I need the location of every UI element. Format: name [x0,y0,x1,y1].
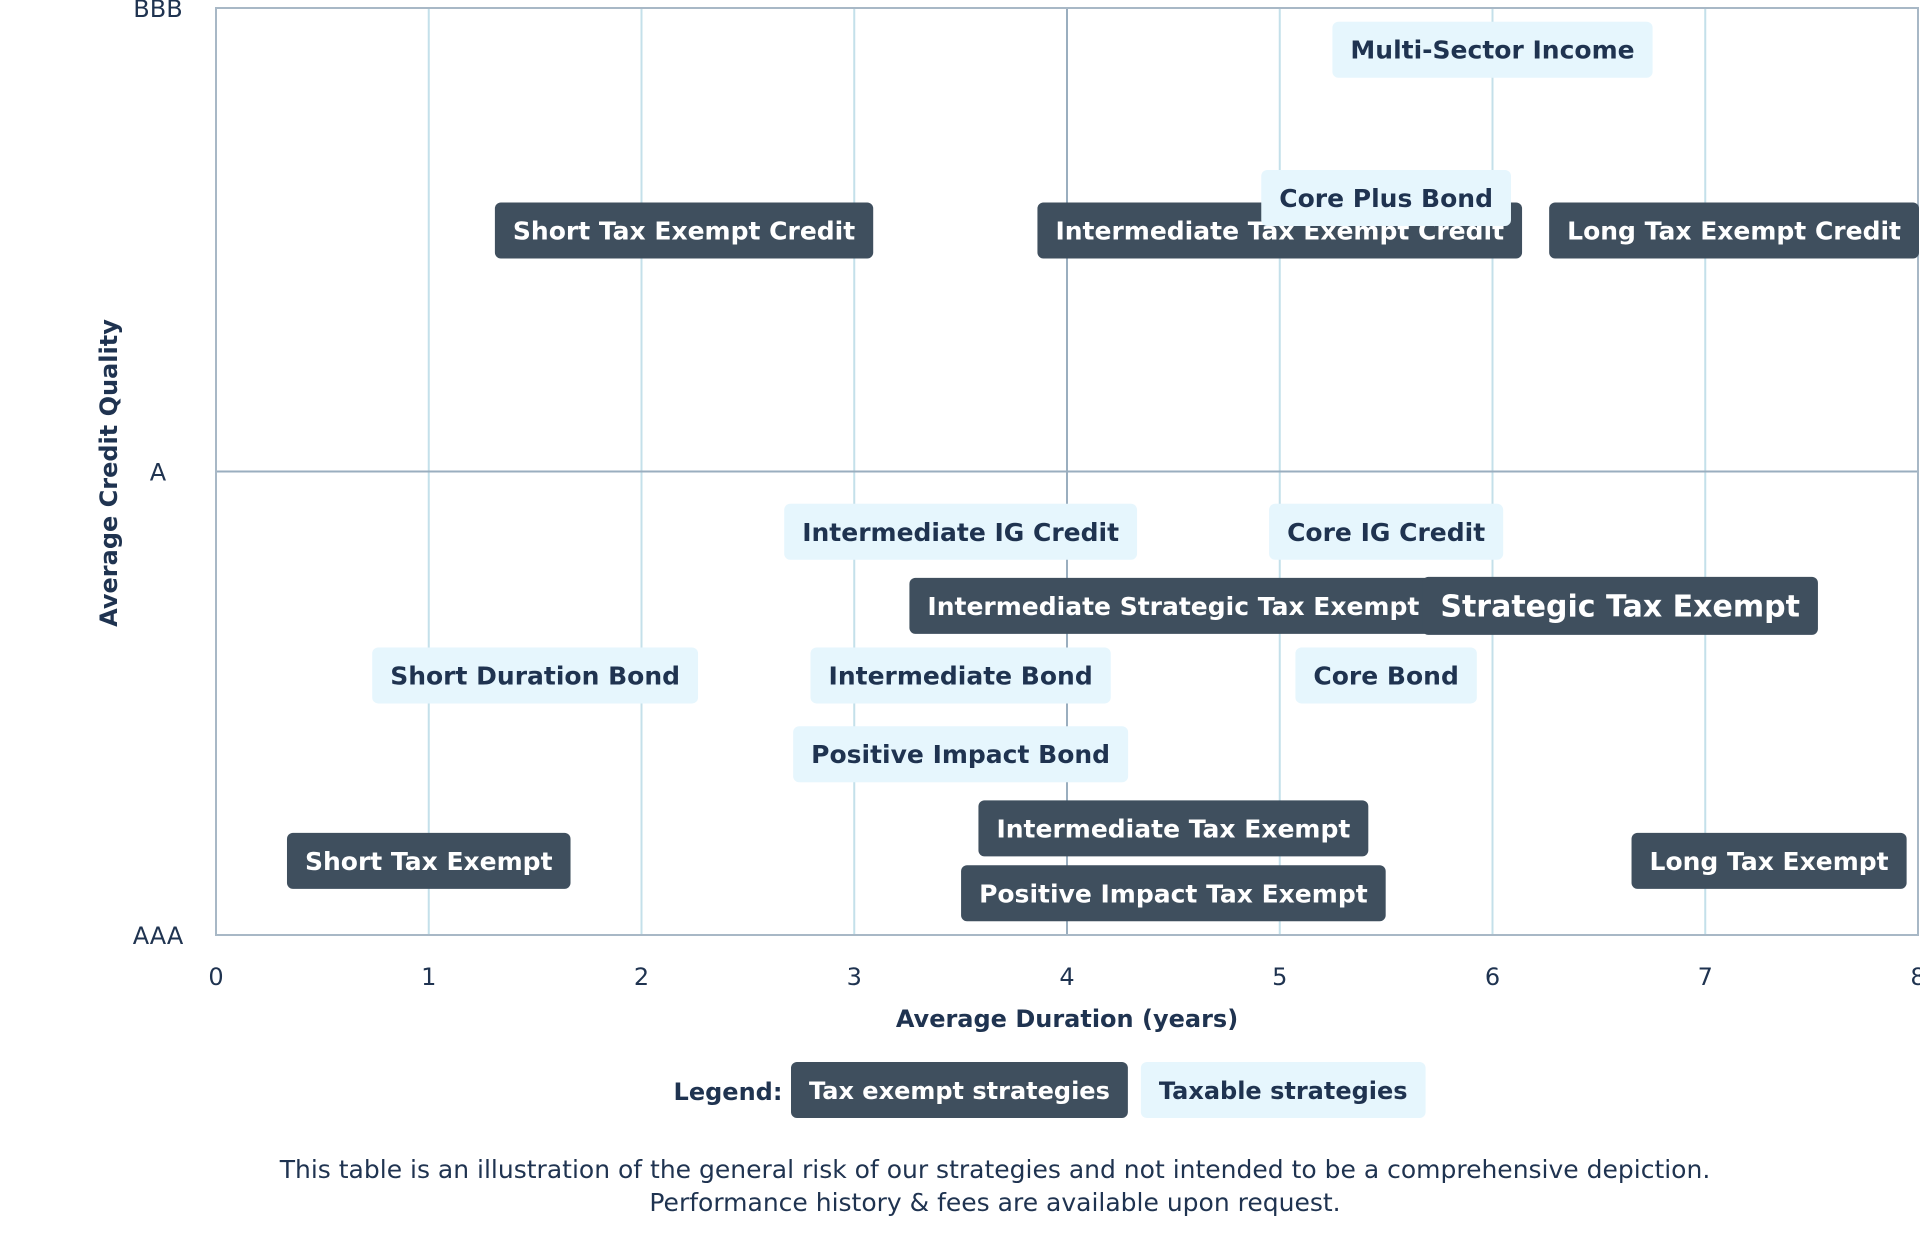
strategy-labels: Short Tax Exempt Credit Intermediate Tax … [286,21,1919,922]
strategy-name: Positive Impact Bond [811,740,1110,769]
strategy-box [286,832,571,889]
x-tick-label: 6 [1485,963,1500,991]
strategy-name: Long Tax Exempt [1650,847,1889,876]
x-tick-label: 0 [208,963,223,991]
legend-label: Tax exempt strategies [809,1077,1110,1105]
strategy-name: Strategic Tax Exempt [1440,590,1800,625]
strategy-label: Short Tax Exempt [286,832,571,889]
strategy-box [1261,170,1511,227]
x-tick-label: 2 [634,963,649,991]
strategy-name: Core IG Credit [1287,518,1485,547]
strategy-label: Core IG Credit [1269,503,1504,560]
strategy-box [372,647,699,704]
strategy-box [978,800,1369,857]
x-tick-label: 3 [847,963,862,991]
strategy-label: Short Tax Exempt Credit [494,202,874,259]
strategy-name: Positive Impact Tax Exempt [979,879,1368,908]
strategy-label: Long Tax Exempt Credit [1549,202,1919,259]
strategy-label: Long Tax Exempt [1631,832,1907,889]
strategy-name: Short Tax Exempt [305,847,553,876]
strategy-name: Short Duration Bond [390,661,680,690]
strategy-box [909,577,1438,634]
strategy-name: Multi-Sector Income [1350,36,1634,65]
legend-swatch [1140,1062,1426,1118]
strategy-label: Intermediate Strategic Tax Exempt [909,577,1438,634]
strategy-label: Positive Impact Tax Exempt [961,865,1386,922]
y-tick-label: BBB [133,0,182,23]
strategy-name: Intermediate Strategic Tax Exempt [927,592,1419,621]
x-tick-label: 4 [1059,963,1074,991]
legend-entry: Tax exempt strategies [791,1062,1128,1118]
strategy-box [494,202,874,259]
strategy-label: Core Bond [1295,647,1477,704]
footnote-line-1: This table is an illustration of the gen… [279,1155,1711,1184]
strategy-box [784,503,1138,560]
strategy-box [810,647,1111,704]
y-tick-label: A [150,459,167,487]
strategy-box [793,726,1129,783]
plot-area [215,7,1919,936]
strategy-name: Long Tax Exempt Credit [1567,216,1901,245]
strategy-label: Core Plus Bond [1261,170,1511,227]
strategy-label: Positive Impact Bond [793,726,1129,783]
y-axis-title: Average Credit Quality [95,319,123,627]
legend-entry: Taxable strategies [1140,1062,1426,1118]
strategy-label: Multi-Sector Income [1332,21,1653,78]
strategy-box [1269,503,1504,560]
x-tick-label: 8 [1910,963,1920,991]
x-tick-label: 5 [1272,963,1287,991]
footnote-line-2: Performance history & fees are available… [649,1188,1341,1217]
legend-title: Legend: [674,1078,783,1106]
strategy-name: Core Bond [1313,661,1458,690]
strategy-label: Short Duration Bond [372,647,699,704]
strategy-name: Intermediate IG Credit [802,518,1119,547]
strategy-label: Intermediate Bond [810,647,1111,704]
strategy-name: Short Tax Exempt Credit [513,216,855,245]
strategy-box [1631,832,1907,889]
grid [216,8,1918,935]
legend-swatch [791,1062,1128,1118]
strategy-name: Intermediate Tax Exempt [996,814,1350,843]
legend: Legend: Tax exempt strategies Taxable str… [674,1062,1426,1118]
strategy-label: Intermediate Tax Exempt [978,800,1369,857]
x-tick-label: 1 [421,963,436,991]
strategy-box [1549,202,1919,259]
x-tick-label: 7 [1698,963,1713,991]
x-axis-title: Average Duration (years) [896,1005,1238,1033]
strategy-label: Intermediate IG Credit [784,503,1138,560]
strategy-name: Intermediate Bond [829,661,1093,690]
strategy-box [1332,21,1653,78]
y-tick-label: AAA [133,922,184,950]
legend-label: Taxable strategies [1159,1077,1408,1105]
strategy-name: Core Plus Bond [1279,184,1493,213]
strategy-box [961,865,1386,922]
strategy-box [1295,647,1477,704]
strategy-label: Strategic Tax Exempt [1422,576,1818,635]
strategy-box [1422,576,1818,635]
